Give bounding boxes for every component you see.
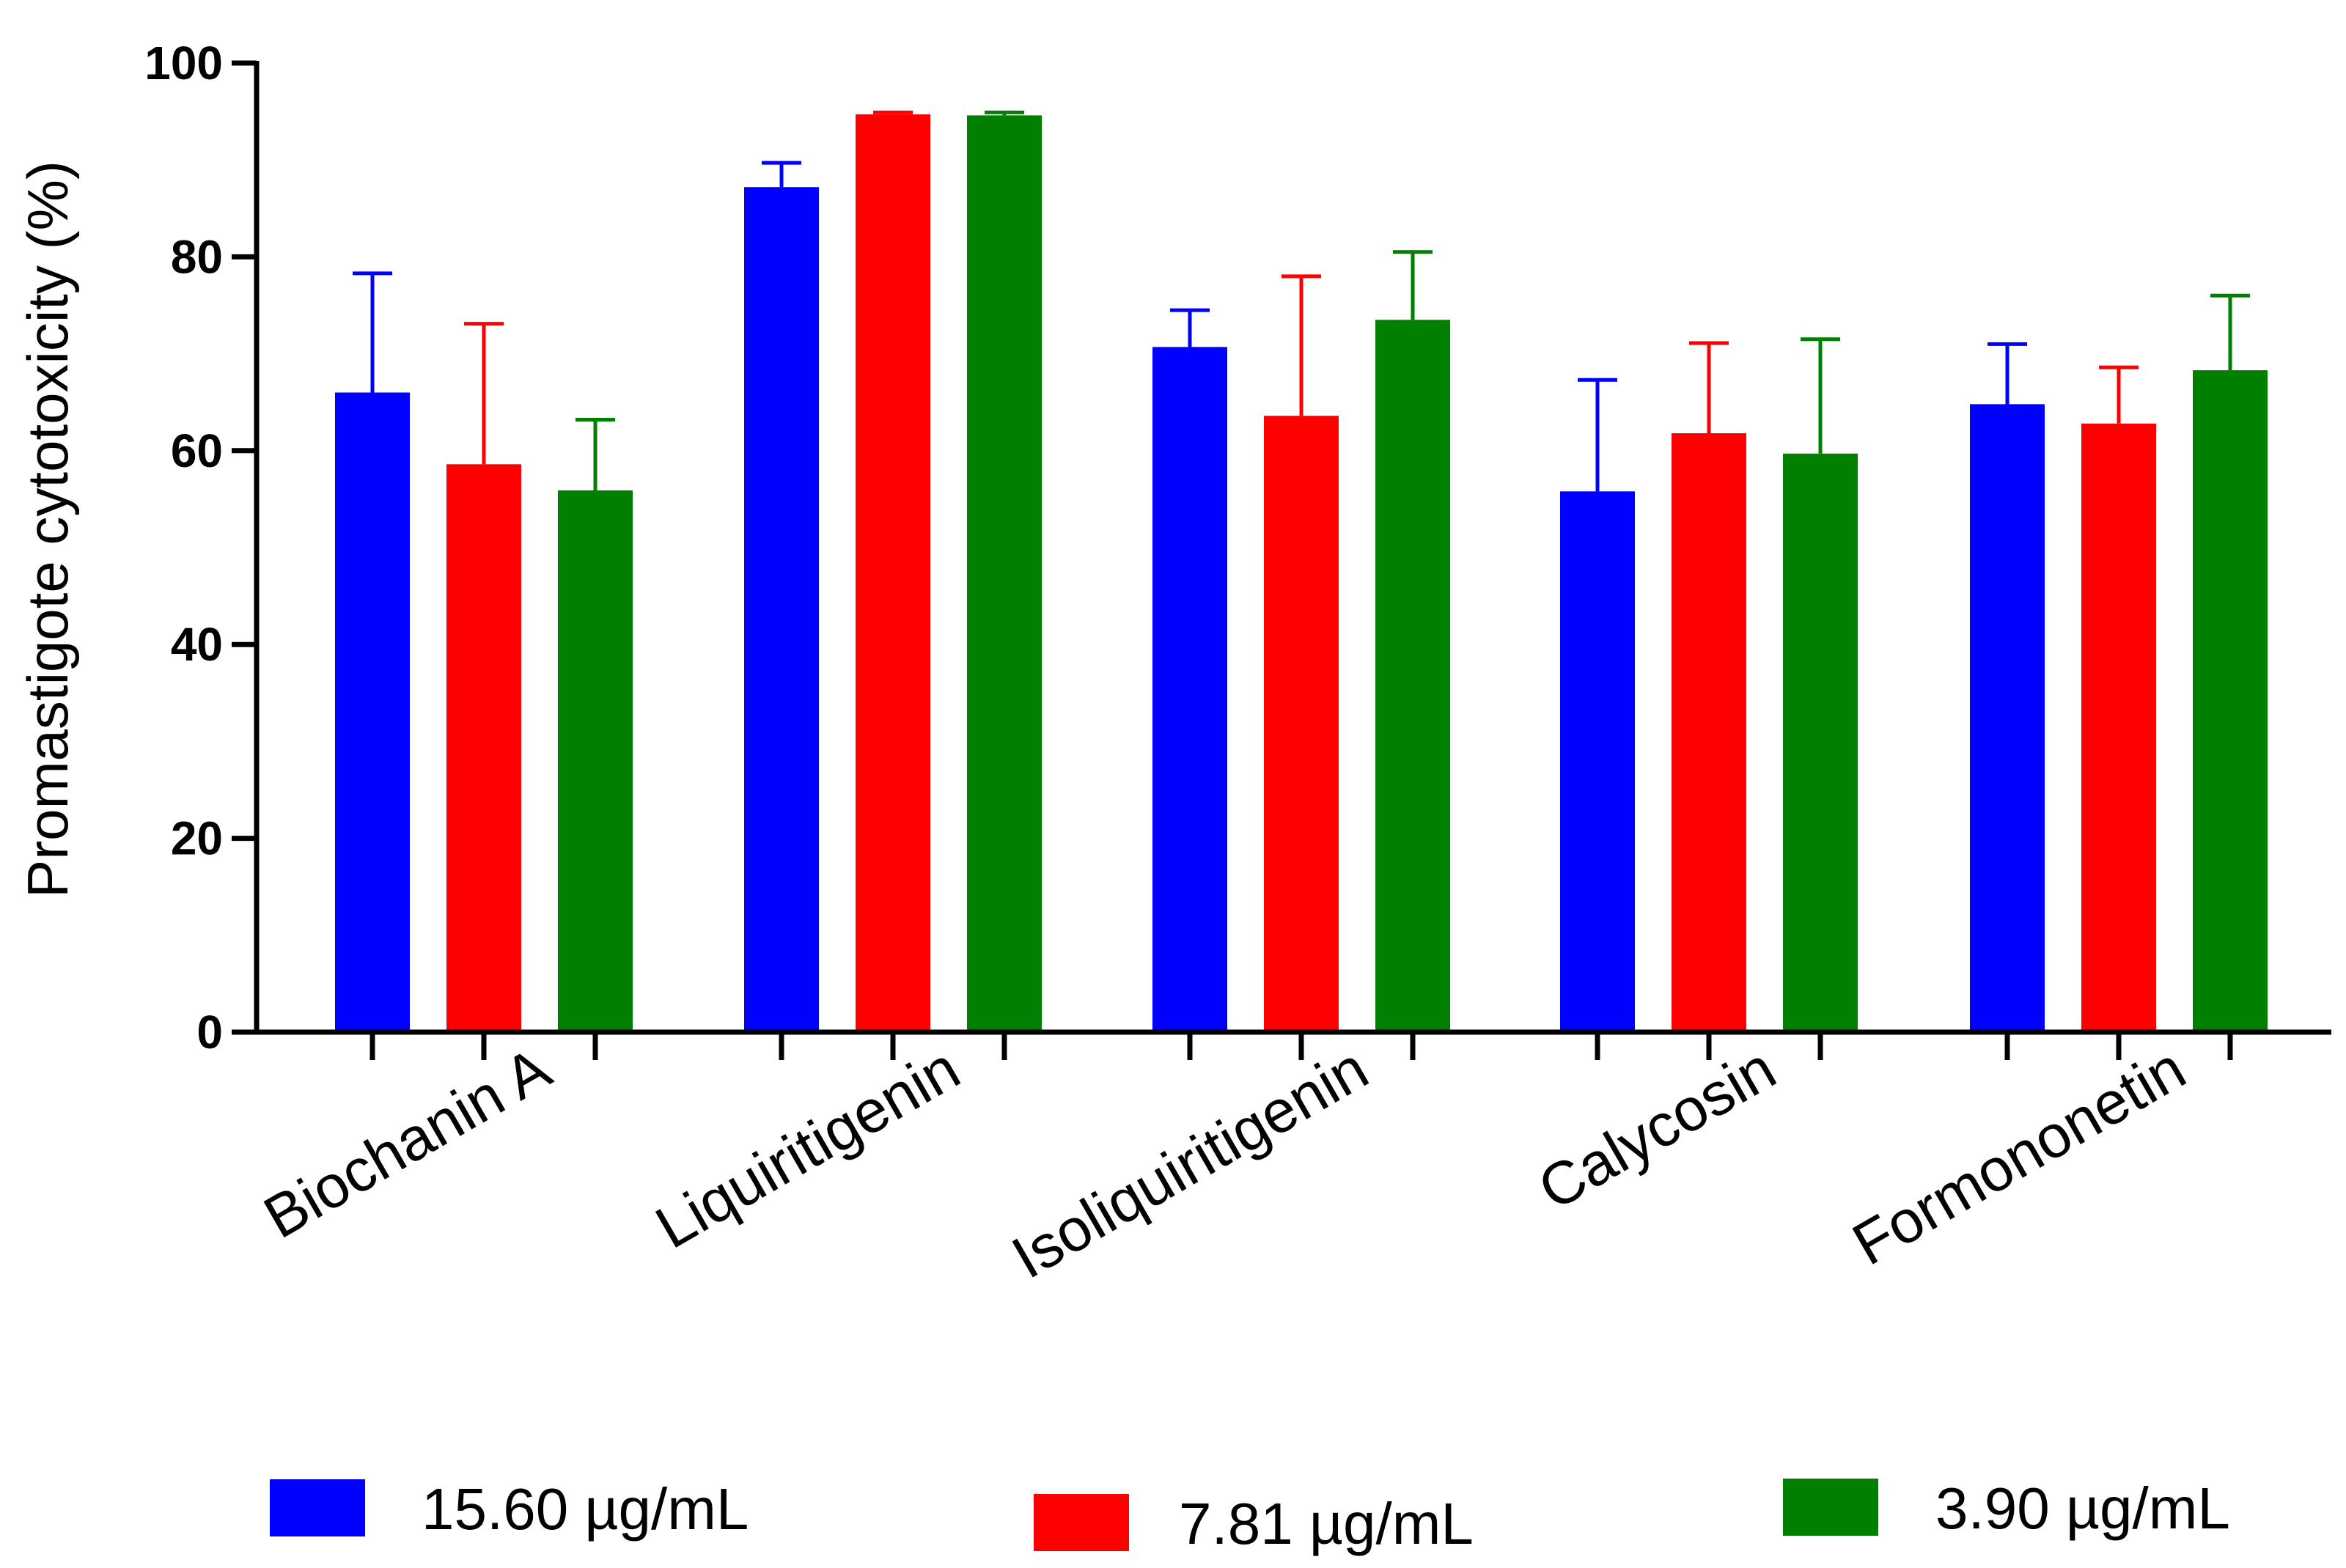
y-axis-title-group: Promastigote cytotoxicity (%) — [15, 161, 80, 898]
x-category-label: Biochanin A — [253, 1035, 562, 1252]
y-tick-label: 40 — [171, 618, 223, 671]
y-tick-label: 60 — [171, 424, 223, 477]
x-axis: Biochanin A Liquiritigenin Isoliquiritigen… — [253, 1029, 2331, 1292]
bar — [1152, 347, 1227, 1032]
bar — [1783, 453, 1858, 1032]
bar — [335, 392, 410, 1032]
bar — [2193, 370, 2268, 1033]
bar — [558, 490, 633, 1032]
bar — [1672, 433, 1746, 1032]
legend-swatch — [1783, 1479, 1878, 1536]
bar — [856, 114, 930, 1032]
legend-swatch — [1034, 1494, 1129, 1551]
bar — [1375, 320, 1450, 1033]
bar — [744, 187, 819, 1032]
legend: 15.60 µg/mL 7.81 µg/mL 3.90 µg/mL — [270, 1476, 2230, 1556]
y-axis-title: Promastigote cytotoxicity (%) — [15, 161, 80, 898]
bar — [446, 464, 521, 1032]
y-tick-label: 100 — [144, 37, 223, 89]
y-tick-label: 80 — [171, 230, 223, 283]
y-tick-label: 20 — [171, 812, 223, 865]
legend-label: 3.90 µg/mL — [1935, 1476, 2230, 1541]
bar — [1264, 416, 1339, 1032]
x-category-label: Isoliquiritigenin — [1001, 1035, 1379, 1292]
bar — [1970, 404, 2045, 1032]
bar — [967, 115, 1042, 1033]
x-category-label: Liquiritigenin — [645, 1035, 971, 1262]
bar — [1560, 491, 1635, 1032]
bar — [2081, 423, 2156, 1032]
legend-label: 7.81 µg/mL — [1179, 1491, 1474, 1556]
y-tick-label: 0 — [196, 1006, 223, 1059]
error-bars-layer — [353, 110, 2250, 492]
x-category-label: Formononetin — [1842, 1035, 2196, 1278]
x-category-label: Calycosin — [1528, 1035, 1787, 1223]
legend-swatch — [270, 1479, 365, 1536]
bars-layer — [335, 114, 2268, 1033]
legend-label: 15.60 µg/mL — [422, 1476, 749, 1542]
y-axis: 0 20 40 60 80 100 — [144, 37, 260, 1059]
